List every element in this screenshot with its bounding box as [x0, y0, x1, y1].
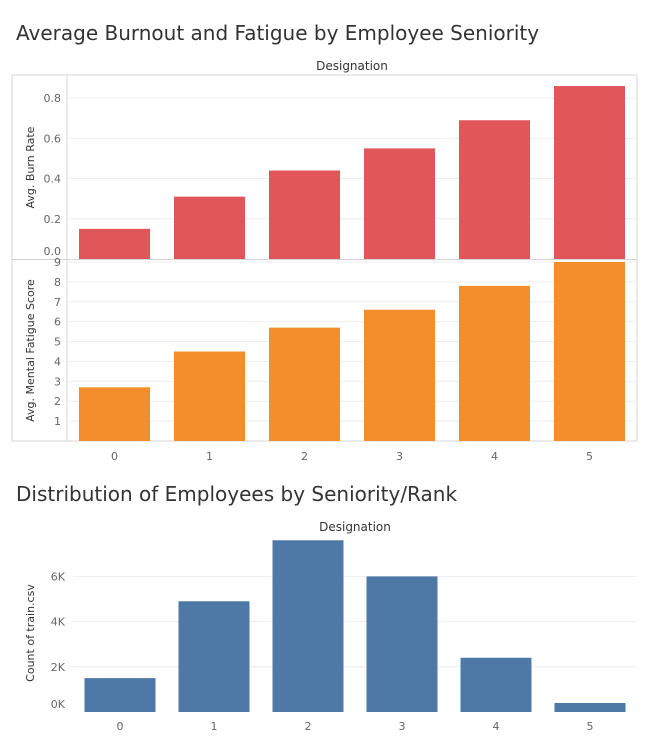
panel1-bar-0	[79, 387, 150, 441]
panel0-bar-2	[269, 170, 340, 259]
panel1-axis-title: Avg. Mental Fatigue Score	[24, 279, 37, 422]
chart1-x-tick-0: 0	[111, 450, 118, 463]
chart2-tick-label: 2K	[51, 661, 66, 674]
chart2-bar-3	[366, 576, 438, 712]
panel1-tick-label: 9	[54, 256, 61, 269]
chart1-x-tick-5: 5	[586, 450, 593, 463]
panel1-tick-label: 7	[54, 296, 61, 309]
panel1-bar-1	[174, 351, 245, 441]
chart2-x-tick-1: 1	[211, 720, 218, 733]
chart1-column-header: Designation	[316, 59, 388, 73]
chart1-title: Average Burnout and Fatigue by Employee …	[16, 21, 540, 45]
chart2-x-tick-4: 4	[493, 720, 500, 733]
panel1-tick-label: 2	[54, 395, 61, 408]
chart2-bar-2	[272, 540, 344, 712]
chart1-x-tick-2: 2	[301, 450, 308, 463]
chart2-x-tick-5: 5	[587, 720, 594, 733]
panel0-tick-label: 0.4	[44, 173, 62, 186]
panel0-bar-1	[174, 196, 245, 259]
panel1-bar-4	[459, 285, 530, 441]
chart2-bar-5	[554, 702, 626, 712]
chart2-tick-label: 4K	[51, 616, 66, 629]
chart2-bar-1	[178, 601, 250, 712]
panel0-tick-label: 0.6	[44, 132, 62, 145]
panel1-tick-label: 6	[54, 316, 61, 329]
chart1-x-tick-4: 4	[491, 450, 498, 463]
chart2-title: Distribution of Employees by Seniority/R…	[16, 482, 458, 506]
chart2-column-header: Designation	[319, 520, 391, 534]
panel1-tick-label: 8	[54, 276, 61, 289]
chart2-x-tick-2: 2	[305, 720, 312, 733]
panel0-bar-4	[459, 120, 530, 259]
chart1-x-tick-1: 1	[206, 450, 213, 463]
panel1-bar-2	[269, 327, 340, 441]
chart1-x-tick-3: 3	[396, 450, 403, 463]
panel0-bar-3	[364, 148, 435, 259]
chart2-x-tick-0: 0	[117, 720, 124, 733]
panel1-tick-label: 4	[54, 355, 61, 368]
chart2-tick-label: 0K	[51, 698, 66, 711]
panel0-tick-label: 0.0	[44, 245, 62, 258]
chart2-x-tick-3: 3	[399, 720, 406, 733]
panel0-axis-title: Avg. Burn Rate	[24, 126, 37, 208]
panel0-tick-label: 0.2	[44, 213, 62, 226]
panel1-tick-label: 3	[54, 375, 61, 388]
panel1-tick-label: 1	[54, 415, 61, 428]
panel0-tick-label: 0.8	[44, 92, 62, 105]
chart2-tick-label: 6K	[51, 570, 66, 583]
panel0-bar-0	[79, 228, 150, 259]
panel1-bar-3	[364, 309, 435, 441]
chart2-bar-0	[84, 678, 156, 712]
panel0-bar-5	[554, 86, 625, 260]
chart2-axis-title: Count of train.csv	[24, 584, 37, 682]
panel1-tick-label: 5	[54, 336, 61, 349]
panel1-bar-5	[554, 262, 625, 441]
chart2-bar-4	[460, 657, 532, 712]
